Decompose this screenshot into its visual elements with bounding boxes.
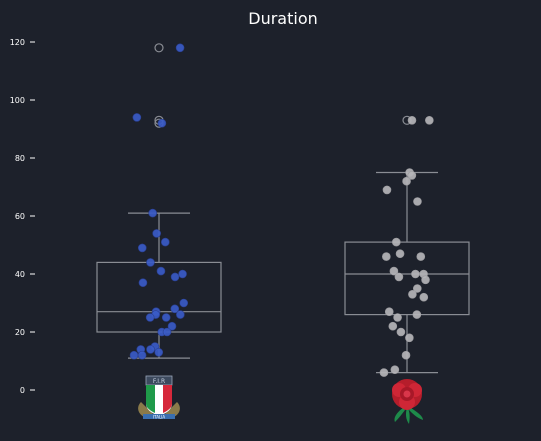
data-point [138, 278, 148, 288]
data-point [178, 269, 187, 279]
data-point [384, 307, 394, 317]
data-point [413, 284, 422, 293]
data-point [156, 266, 166, 276]
data-point [132, 113, 142, 122]
y-tick-label: 80 [15, 154, 25, 163]
data-point [152, 229, 161, 238]
data-point [389, 266, 399, 276]
data-point [176, 310, 185, 319]
data-point [405, 333, 414, 343]
group-italy [96, 43, 222, 360]
y-tick-label: 20 [15, 328, 25, 337]
data-point [396, 327, 406, 337]
y-tick-label: 40 [15, 270, 25, 279]
data-point [157, 118, 167, 128]
data-point [413, 197, 422, 206]
data-point [411, 269, 420, 279]
data-point [170, 272, 180, 282]
data-point [391, 237, 401, 247]
data-point [146, 258, 155, 267]
data-point [148, 208, 157, 218]
data-point [179, 298, 189, 308]
chart-title: Duration [248, 9, 318, 28]
data-point [407, 171, 417, 180]
data-point [407, 116, 417, 125]
data-point [388, 321, 398, 331]
data-point [382, 252, 391, 261]
data-point [129, 350, 139, 360]
svg-text:F.I.R: F.I.R [153, 378, 165, 385]
data-point [402, 176, 411, 186]
data-point [421, 275, 430, 285]
data-point [401, 350, 411, 360]
italy-fir-logo: F.I.R ITALIA [138, 375, 180, 420]
y-axis: 0 20 40 60 80 100 120 [10, 38, 35, 395]
y-tick-label: 0 [20, 386, 25, 395]
data-point [408, 289, 417, 299]
data-point [425, 116, 434, 125]
data-point [146, 345, 155, 354]
group-england [344, 115, 470, 377]
data-point [137, 350, 147, 360]
data-point [161, 237, 170, 247]
data-point [394, 272, 404, 282]
data-point [382, 185, 392, 195]
outlier-marker [154, 43, 164, 53]
iqr-box [344, 241, 470, 316]
data-point [379, 368, 389, 377]
data-point [412, 310, 422, 319]
y-tick-label: 60 [15, 212, 25, 221]
data-point [393, 313, 402, 322]
data-point [416, 252, 426, 261]
y-tick-label: 100 [10, 96, 25, 105]
data-point [419, 292, 429, 302]
svg-text:ITALIA: ITALIA [153, 415, 165, 420]
data-point [162, 327, 172, 337]
data-point [170, 304, 180, 314]
data-point [395, 249, 405, 258]
data-point [154, 347, 164, 357]
england-rose-logo [392, 379, 423, 424]
y-tick-label: 120 [10, 38, 25, 47]
data-point [137, 243, 147, 253]
data-point [161, 313, 171, 322]
data-point [145, 313, 155, 322]
data-point [390, 365, 400, 375]
data-point [167, 321, 177, 331]
data-point [175, 43, 185, 53]
